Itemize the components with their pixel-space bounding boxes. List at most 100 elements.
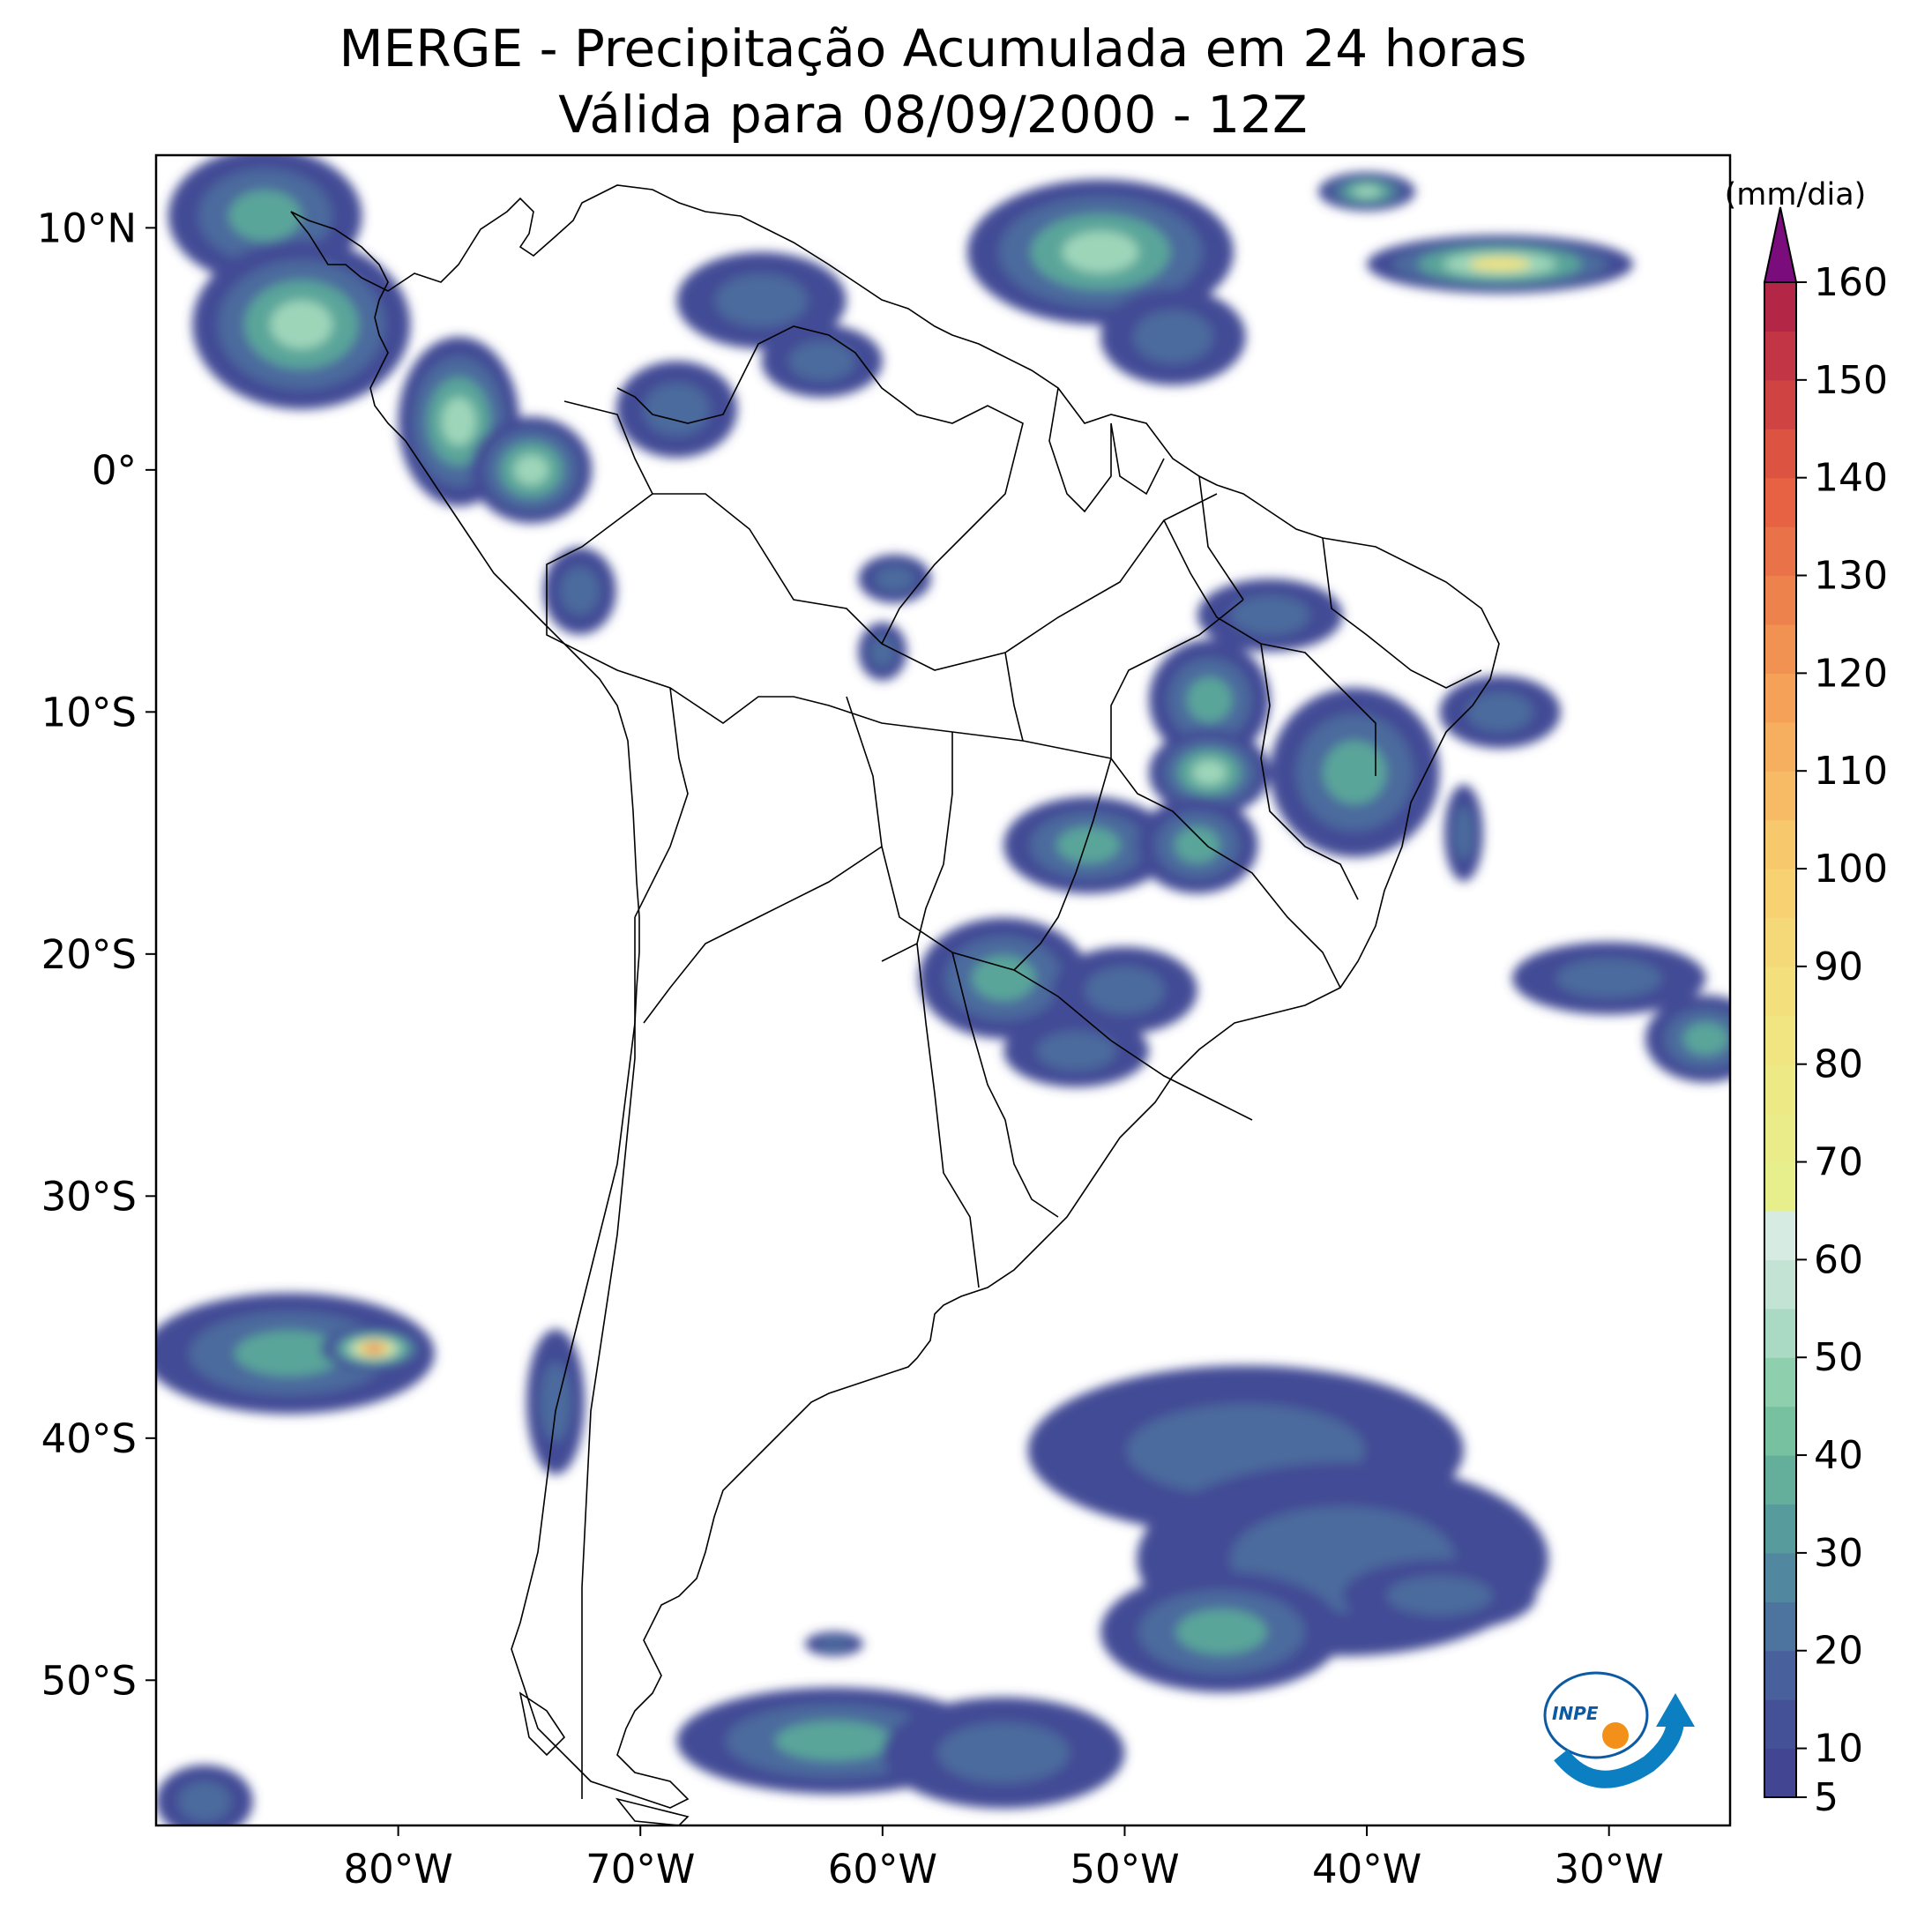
south-america-coastline <box>290 184 1500 1809</box>
precip-contour <box>540 1362 572 1442</box>
colorbar-frame <box>1764 281 1797 1798</box>
precip-contour <box>817 1637 850 1651</box>
precip-cell <box>1443 784 1483 882</box>
colorbar-band <box>1764 477 1796 527</box>
colorbar-band <box>1764 917 1796 967</box>
precip-cell <box>919 917 1089 1039</box>
colorbar-tick-label: 10 <box>1814 1727 1863 1772</box>
precip-contour <box>270 300 333 349</box>
precip-contour <box>1682 1022 1729 1056</box>
precip-cell <box>1052 946 1197 1034</box>
precip-contour <box>1323 740 1387 804</box>
precip-contour <box>514 454 549 486</box>
y-tick-label: 40°S <box>41 1415 137 1462</box>
precip-contour <box>177 1781 231 1822</box>
colorbar-band <box>1764 1357 1796 1407</box>
precip-contour <box>1186 676 1233 723</box>
colorbar-band <box>1764 1455 1796 1505</box>
precip-cell <box>882 1697 1125 1809</box>
precip-cell <box>858 622 907 681</box>
precip-contour <box>788 340 855 381</box>
colorbar-band <box>1764 1406 1796 1456</box>
colorbar-tick-label: 5 <box>1814 1775 1839 1820</box>
colorbar-band <box>1764 966 1796 1016</box>
precip-cell <box>1645 995 1730 1083</box>
precip-cell <box>471 416 593 524</box>
colorbar-tick-label: 80 <box>1814 1042 1863 1087</box>
colorbar-band <box>1764 379 1796 429</box>
precip-contour <box>1230 595 1310 635</box>
precip-contour <box>1056 826 1121 863</box>
latitude-axis: 10°N 0° 10°S 20°S 30°S 40°S 50°S <box>37 205 156 1704</box>
precip-cell <box>1100 287 1246 385</box>
precip-contour <box>1036 1031 1116 1071</box>
colorbar-tick-label: 150 <box>1814 358 1888 403</box>
colorbar-band <box>1764 1113 1796 1163</box>
map-title-line1: MERGE - Precipitação Acumulada em 24 hor… <box>339 19 1527 78</box>
precip-contour <box>1466 691 1533 732</box>
colorbar-tick-label: 100 <box>1814 847 1888 892</box>
map-panel <box>154 153 1732 1827</box>
precip-contour <box>1062 231 1139 273</box>
precip-contour <box>875 565 915 593</box>
precip-cell <box>858 554 931 603</box>
precip-cell <box>1367 235 1634 294</box>
colorbar-tick-label: 110 <box>1814 749 1888 794</box>
precip-contour <box>1175 826 1220 863</box>
precip-cell <box>1318 172 1415 212</box>
colorbar-band <box>1764 1650 1796 1700</box>
colorbar-band <box>1764 1504 1796 1554</box>
precip-cell <box>676 251 847 349</box>
colorbar-band <box>1764 673 1796 723</box>
precip-contour <box>228 190 302 242</box>
coastline-and-borders <box>290 184 1500 1825</box>
precip-cell <box>1439 676 1561 749</box>
colorbar-band <box>1764 1748 1796 1798</box>
precip-contour <box>1175 1609 1267 1655</box>
colorbar-band <box>1764 575 1796 625</box>
map-frame <box>154 153 1732 1827</box>
precip-cell <box>1270 687 1440 858</box>
precip-contour <box>1191 759 1227 786</box>
colorbar-band <box>1764 819 1796 870</box>
y-tick-label: 50°S <box>41 1657 137 1704</box>
precip-cell <box>192 240 411 410</box>
longitude-axis: 80°W 70°W 60°W 50°W 40°W 30°W <box>343 1825 1664 1892</box>
precip-cell <box>1197 579 1343 652</box>
precip-contour <box>1133 310 1213 363</box>
colorbar-tick-label: 30 <box>1814 1531 1863 1576</box>
precip-cell <box>966 179 1235 325</box>
colorbar-band <box>1764 1601 1796 1652</box>
x-tick-label: 30°W <box>1555 1846 1664 1892</box>
colorbar-tick-label: 70 <box>1814 1140 1863 1185</box>
precip-contour <box>1353 185 1381 198</box>
y-tick-label: 10°N <box>37 205 137 251</box>
colorbar-band <box>1764 1552 1796 1602</box>
colorbar-extend-arrow <box>1763 206 1798 283</box>
precip-contour <box>363 1344 384 1354</box>
precip-contour <box>1469 257 1531 272</box>
x-tick-label: 80°W <box>343 1846 452 1892</box>
colorbar-band <box>1764 1015 1796 1065</box>
colorbar-tick-label: 160 <box>1814 260 1888 305</box>
colorbar: (mm/dia) 510 20 30 40 50 60 70 80 90 100 110 120 130… <box>1725 177 1888 1820</box>
colorbar-band <box>1764 623 1796 674</box>
colorbar-tick-label: 120 <box>1814 651 1888 696</box>
colorbar-tick-label: 50 <box>1814 1335 1863 1380</box>
precip-cell <box>156 1765 253 1825</box>
precip-cell <box>156 1293 435 1415</box>
precip-cell <box>526 1329 586 1474</box>
colorbar-tick-label: 140 <box>1814 456 1888 501</box>
colorbar-tick-label: 20 <box>1814 1629 1863 1674</box>
precip-contour <box>972 955 1036 1002</box>
precip-contour <box>643 383 710 437</box>
colorbar-tick-label: 60 <box>1814 1237 1863 1282</box>
y-tick-label: 20°S <box>41 931 137 978</box>
precip-contour <box>560 567 600 616</box>
y-tick-label: 0° <box>92 447 137 494</box>
precip-contour <box>1085 967 1165 1014</box>
border-lines <box>546 325 1482 1799</box>
colorbar-band <box>1764 1308 1796 1358</box>
precip-cell <box>1137 796 1258 894</box>
